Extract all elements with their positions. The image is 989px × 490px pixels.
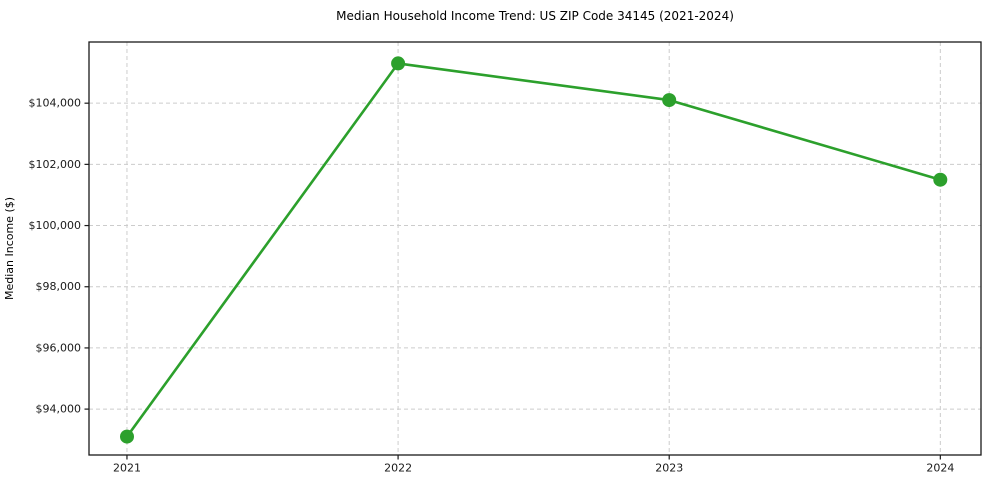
y-tick-label: $102,000 [29,158,82,171]
data-point-2023 [662,93,677,108]
x-tick-label: 2023 [655,462,683,475]
data-point-2024 [933,172,948,187]
grid-layer [89,42,981,455]
y-tick-label: $104,000 [29,97,82,110]
chart-title: Median Household Income Trend: US ZIP Co… [336,9,734,23]
series-layer [120,56,948,444]
y-tick-label: $98,000 [36,280,82,293]
y-axis-label: Median Income ($) [3,197,16,300]
trend-line [125,62,942,438]
data-point-2021 [120,429,134,444]
axes-spines [88,41,982,456]
y-tick-label: $100,000 [29,219,82,232]
y-tick-label: $96,000 [36,341,82,354]
axes-layer: 2021 2022 2023 2024 $94,000 $96,000 $98,000 $10… [29,41,982,475]
x-tick-label: 2021 [113,462,141,475]
x-tick-label: 2024 [926,462,954,475]
x-tick-label: 2022 [384,462,412,475]
y-tick-label: $94,000 [36,403,82,416]
data-point-2022 [391,56,406,71]
